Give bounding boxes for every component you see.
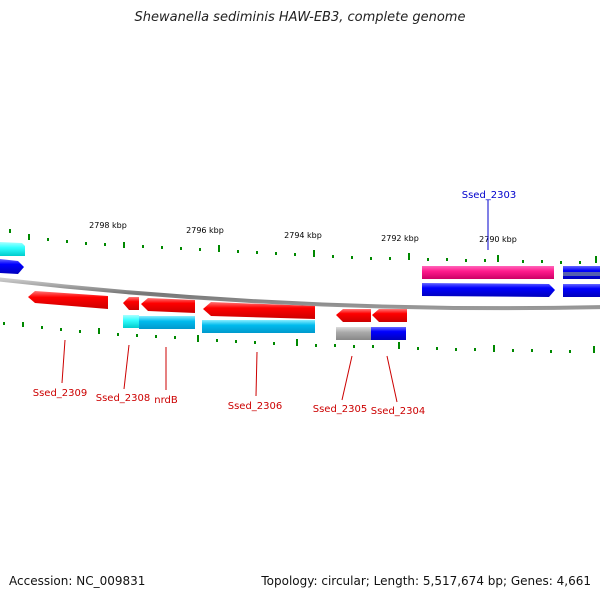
gene-label-ssed-2305[interactable]: Ssed_2305: [313, 404, 368, 415]
accession-text: Accession: NC_009831: [9, 574, 146, 588]
leader-ssed-2305: [341, 355, 353, 401]
gene-nrdb-cyan[interactable]: [139, 316, 195, 329]
gene-label-ssed-2304[interactable]: Ssed_2304: [371, 406, 426, 417]
gene-label-ssed-2303[interactable]: Ssed_2303: [462, 190, 517, 201]
gene-nrdb-red[interactable]: [141, 298, 195, 313]
leader-ssed-2309: [61, 339, 66, 384]
gene-ssed-2304-blue[interactable]: [371, 327, 406, 340]
gene-label-ssed-2309[interactable]: Ssed_2309: [33, 388, 88, 399]
gene-ssed-2306-red[interactable]: [203, 302, 315, 319]
gene-ssed-2308-cyan[interactable]: [123, 315, 139, 328]
gene-label-nrdb[interactable]: nrdB: [154, 395, 178, 406]
gene-ssed-2309[interactable]: [28, 291, 108, 309]
scale-label-2796: 2796 kbp: [186, 226, 224, 235]
gene-pink[interactable]: [422, 266, 554, 279]
gene-left-cyan[interactable]: [0, 242, 25, 256]
scale-label-2798: 2798 kbp: [89, 221, 127, 230]
gene-right-lower-blue[interactable]: [563, 284, 600, 297]
scale-label-2790: 2790 kbp: [479, 235, 517, 244]
map-title: Shewanella sediminis HAW-EB3, complete g…: [134, 10, 466, 25]
scale-label-2792: 2792 kbp: [381, 234, 419, 243]
outer-scale-ticks: [9, 229, 597, 264]
scale-label-2794: 2794 kbp: [284, 231, 322, 240]
leader-ssed-2304: [386, 355, 398, 403]
gene-ssed-2306-cyan[interactable]: [202, 320, 315, 333]
gene-left-blue[interactable]: [0, 259, 24, 274]
gene-label-ssed-2306[interactable]: Ssed_2306: [228, 401, 283, 412]
inner-scale-ticks: [3, 322, 595, 353]
leader-ssed-2308: [123, 344, 130, 390]
gene-ssed-2305-gray[interactable]: [336, 327, 371, 340]
genome-backbone: [0, 277, 600, 311]
leader-ssed-2306: [255, 351, 258, 397]
gene-ssed-2308-red[interactable]: [123, 297, 139, 310]
gene-ssed-2304-red[interactable]: [372, 309, 407, 322]
gene-label-ssed-2308[interactable]: Ssed_2308: [96, 393, 151, 404]
gene-right-top-blue-stripe: [563, 272, 600, 276]
gene-ssed-2303[interactable]: [422, 283, 555, 297]
gene-ssed-2305-red[interactable]: [336, 309, 371, 322]
genome-summary-text: Topology: circular; Length: 5,517,674 bp…: [261, 574, 591, 588]
